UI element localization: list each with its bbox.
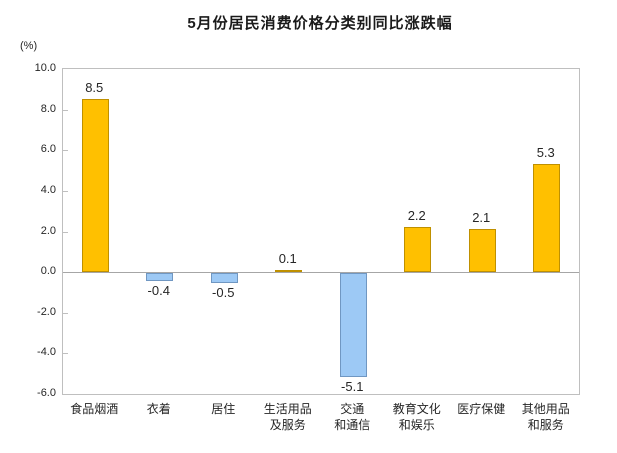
x-category-label: 生活用品 及服务 — [256, 401, 321, 433]
zero-baseline — [63, 272, 579, 274]
x-category-label-line: 衣着 — [146, 402, 171, 416]
bar-7 — [468, 229, 496, 273]
bar-6 — [404, 227, 432, 273]
x-category-label-line: 教育文化 — [392, 402, 441, 416]
x-category-label-line: 生活用品 — [263, 402, 312, 416]
x-category-label-line: 和娱乐 — [398, 418, 435, 432]
x-category-label-line: 其他用品 — [521, 402, 570, 416]
x-category-label: 衣着 — [127, 401, 192, 417]
x-category-label: 教育文化 和娱乐 — [385, 401, 450, 433]
x-category-label-line: 食品烟酒 — [70, 402, 119, 416]
value-label: 2.1 — [472, 210, 491, 226]
bar-4 — [275, 270, 303, 273]
x-category-label-line: 交通 — [340, 402, 365, 416]
chart-title: 5月份居民消费价格分类别同比涨跌幅 — [187, 15, 453, 32]
y-tick-label: 0.0 — [40, 265, 56, 278]
value-label: 0.1 — [278, 251, 297, 267]
y-tick-mark — [63, 312, 68, 314]
bar-1 — [81, 99, 109, 273]
y-tick-mark — [63, 353, 68, 355]
value-label: 2.2 — [407, 208, 426, 224]
y-tick-label: 2.0 — [40, 224, 56, 237]
x-category-label: 其他用品 和服务 — [514, 401, 579, 433]
y-tick-mark — [63, 109, 68, 111]
x-category-label-line: 及服务 — [269, 418, 306, 432]
value-label: -0.4 — [147, 283, 170, 299]
y-axis-unit-label: (%) — [20, 40, 38, 52]
x-category-label-line: 医疗保健 — [457, 402, 506, 416]
x-category-label: 食品烟酒 — [62, 401, 127, 417]
y-tick-label: 4.0 — [40, 183, 56, 196]
value-label: -5.1 — [341, 378, 364, 394]
x-category-label-line: 居住 — [211, 402, 236, 416]
x-category-label: 居住 — [191, 401, 256, 417]
y-tick-label: -2.0 — [37, 305, 56, 318]
x-category-label-line: 和服务 — [527, 418, 564, 432]
y-tick-mark — [63, 150, 68, 152]
x-category-label: 医疗保健 — [449, 401, 514, 417]
bar-2 — [146, 273, 174, 282]
bar-8 — [533, 164, 561, 273]
y-tick-label: -6.0 — [37, 387, 56, 399]
y-tick-label: -4.0 — [37, 346, 56, 359]
bar-5 — [339, 273, 367, 377]
plot-area — [62, 68, 580, 395]
y-tick-mark — [63, 190, 68, 192]
x-category-label-line: 和通信 — [334, 418, 371, 432]
value-label: -0.5 — [212, 285, 235, 301]
y-tick-label: 10.0 — [34, 62, 56, 74]
x-category-label: 交通 和通信 — [320, 401, 385, 433]
y-tick-label: 8.0 — [40, 102, 56, 115]
value-label: 8.5 — [85, 80, 104, 96]
y-tick-mark — [63, 231, 68, 233]
value-label: 5.3 — [536, 145, 555, 161]
y-tick-label: 6.0 — [40, 143, 56, 156]
bar-3 — [210, 273, 238, 284]
